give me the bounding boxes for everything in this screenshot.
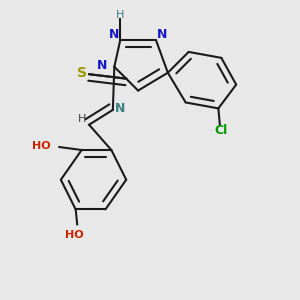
Text: N: N	[97, 59, 108, 72]
Text: N: N	[115, 102, 125, 115]
Text: N: N	[157, 28, 167, 40]
Text: S: S	[76, 66, 87, 80]
Text: HO: HO	[65, 230, 83, 240]
Text: HO: HO	[32, 141, 51, 151]
Text: H: H	[77, 114, 86, 124]
Text: H: H	[116, 10, 124, 20]
Text: N: N	[109, 28, 119, 40]
Text: Cl: Cl	[215, 124, 228, 137]
